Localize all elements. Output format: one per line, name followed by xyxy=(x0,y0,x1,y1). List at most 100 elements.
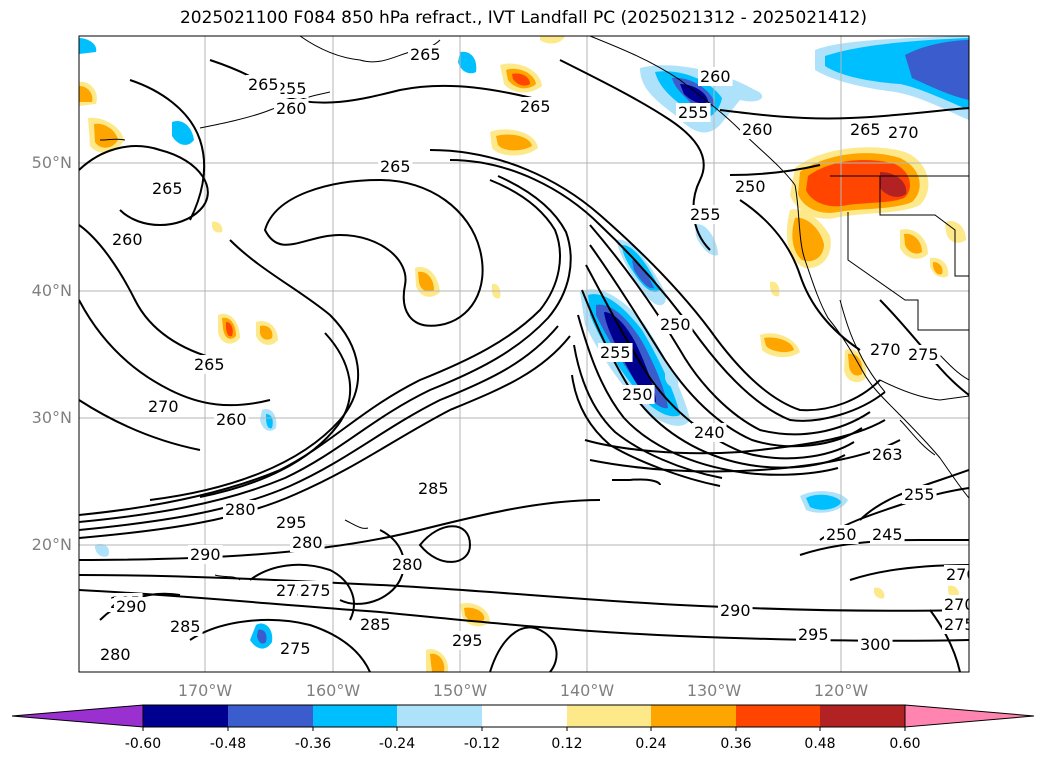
shade-small-negative-3 xyxy=(458,51,477,74)
graticule xyxy=(79,36,969,672)
contour-label: 295 xyxy=(798,625,829,644)
shade-positive-sm11b xyxy=(933,262,943,275)
contour-label: 275 xyxy=(280,639,311,658)
shade-south-baja-negative-core xyxy=(806,494,842,510)
contour-label-bg xyxy=(378,157,413,176)
contour-label: 295 xyxy=(452,631,483,650)
map-frame xyxy=(78,35,970,673)
shade-positive-sm1c xyxy=(512,73,530,86)
contour-label-bg xyxy=(110,230,145,249)
contour-label-bg xyxy=(718,601,753,620)
shade-positive-sm2b xyxy=(496,134,532,151)
contour-label-bg xyxy=(902,485,937,504)
contour-label: 255 xyxy=(600,343,631,362)
contour-label: 265 xyxy=(194,355,225,374)
contour-label-bg xyxy=(620,385,655,404)
contour-label-bg xyxy=(796,625,831,644)
shade-pnw-positive-core3 xyxy=(880,172,907,197)
contour-label: 255 xyxy=(690,205,721,224)
contour-label: 250 xyxy=(826,525,857,544)
map-title: 2025021100 F084 850 hPa refract., IVT La… xyxy=(179,8,867,28)
contour-label: 280 xyxy=(292,533,323,552)
contour-label-bg xyxy=(740,120,775,139)
contour-label: 263 xyxy=(872,445,903,464)
contour-label-bg xyxy=(598,343,633,362)
contour-label-bg xyxy=(408,45,443,64)
map-plot-area: 255 260 265 265 265 260 265 260 265 270 … xyxy=(79,36,977,672)
colorbar xyxy=(11,704,1035,731)
colorbar-segment-9 xyxy=(820,705,905,727)
contour-label-bg xyxy=(944,565,969,584)
contour-label-bg xyxy=(390,555,425,574)
shade-positive-sm20 xyxy=(874,587,885,599)
lat-label: 20°N xyxy=(31,535,72,554)
colorbar-high-extension xyxy=(904,704,1035,728)
colorbar-tick-label: -0.12 xyxy=(463,736,501,752)
contour-label-bg xyxy=(733,177,768,196)
shade-small-negative-6 xyxy=(695,224,718,256)
contour-label-bg xyxy=(688,205,723,224)
contour-label-bg xyxy=(274,99,309,118)
shade-positive-sm9b xyxy=(848,353,863,376)
contour-label: 270 xyxy=(946,565,977,584)
contour-label: 285 xyxy=(360,615,391,634)
contour-label-bg xyxy=(518,97,553,116)
shade-positive-sm3b xyxy=(94,123,118,148)
contour-label-bg xyxy=(188,545,223,564)
contour-label: 255 xyxy=(276,79,307,98)
contour-label-group: 255 260 265 265 265 260 265 260 265 270 … xyxy=(98,45,977,664)
refractivity-contours xyxy=(79,59,969,672)
colorbar-segment-3 xyxy=(313,705,397,727)
colorbar-segment-2 xyxy=(228,705,313,727)
contour-label: 250 xyxy=(660,315,691,334)
shade-small-negative-8 xyxy=(95,543,110,557)
lon-label: 130°W xyxy=(686,681,742,700)
contour-label-bg xyxy=(868,340,903,359)
shade-positive-sm14b xyxy=(430,653,445,672)
contour-label-bg xyxy=(942,615,969,634)
contour-label-bg xyxy=(192,355,227,374)
shade-pnw-positive-core2 xyxy=(806,160,911,207)
shade-positive-sm6c xyxy=(226,322,233,337)
contour-label-bg xyxy=(942,595,969,614)
shaded-anomalies xyxy=(79,36,969,672)
contour-label: 265 xyxy=(410,45,441,64)
shade-positive-sm5b xyxy=(418,271,434,292)
contour-label-bg xyxy=(858,635,893,654)
contour-label-bg xyxy=(98,645,133,664)
shade-gulf-alaska-negative-core3 xyxy=(680,84,708,104)
contour-label: 300 xyxy=(860,635,891,654)
contour-label-bg xyxy=(274,79,309,98)
shade-positive-sm10b xyxy=(904,233,922,254)
contour-label-bg xyxy=(146,397,181,416)
contour-label: 260 xyxy=(700,67,731,86)
contour-label: 260 xyxy=(216,410,247,429)
contour-label: 240 xyxy=(694,423,725,442)
contour-label-bg xyxy=(416,479,451,498)
colorbar-tick-label: 0.60 xyxy=(889,736,921,752)
contour-label-bg xyxy=(274,513,309,532)
contour-label: 295 xyxy=(276,513,307,532)
lat-label: 40°N xyxy=(31,281,72,300)
shade-positive-sm8b xyxy=(764,337,794,353)
colorbar-low-extension xyxy=(11,704,144,728)
contour-label: 255 xyxy=(904,485,935,504)
contour-label: 265 xyxy=(152,179,183,198)
contour-label-bg xyxy=(870,445,905,464)
colorbar-segment-5 xyxy=(482,705,567,727)
contour-label: 265 xyxy=(380,157,411,176)
contour-label-bg xyxy=(450,631,485,650)
contour-label: 265 xyxy=(520,97,551,116)
contour-label-bg xyxy=(214,410,249,429)
colorbar-tick-label: 0.12 xyxy=(551,736,583,752)
contour-label: 265 xyxy=(850,120,881,139)
contour-label-bg xyxy=(290,533,325,552)
contour-label-bg xyxy=(278,639,313,658)
shade-positive-sm18 xyxy=(770,281,780,297)
colorbar-tick-label: -0.60 xyxy=(124,736,162,752)
contour-label: 250 xyxy=(622,385,653,404)
contour-label-bg xyxy=(168,617,203,636)
contour-label-bg xyxy=(692,423,727,442)
lat-label: 30°N xyxy=(31,408,72,427)
contour-label: 270 xyxy=(870,340,901,359)
